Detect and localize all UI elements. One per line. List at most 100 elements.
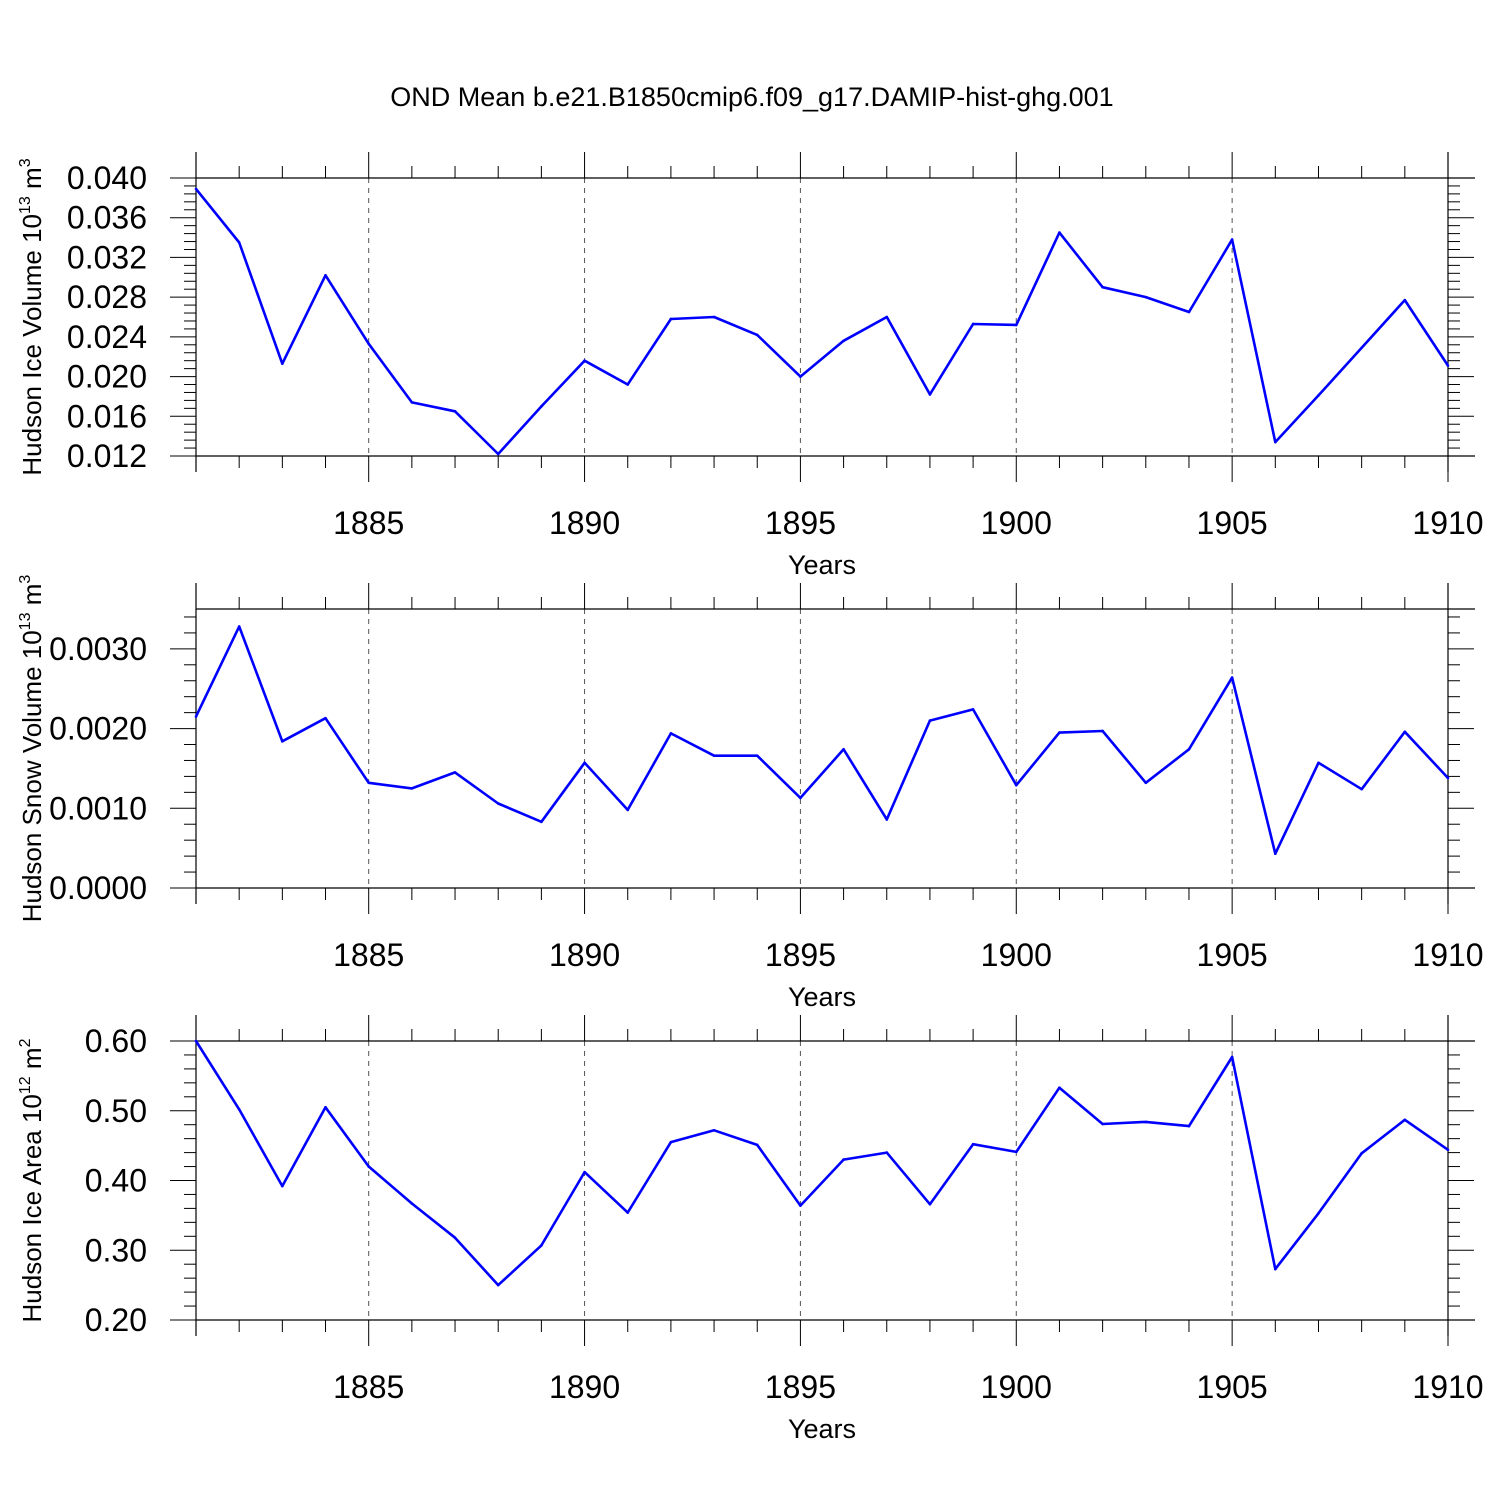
data-point: [626, 1211, 630, 1214]
y-axis-label-unit-exponent: 3: [17, 575, 34, 584]
x-tick-label: 1895: [765, 937, 836, 973]
y-axis-label-exponent: 13: [17, 612, 34, 630]
x-tick-label: 1890: [549, 937, 620, 973]
data-point: [1274, 1267, 1277, 1271]
data-point: [1230, 238, 1234, 241]
y-tick-label: 0.024: [67, 319, 147, 355]
data-point: [1317, 761, 1320, 765]
data-point: [1058, 1086, 1061, 1090]
y-axis-label-text: Hudson Snow Volume 10: [17, 630, 47, 922]
data-point: [496, 1283, 500, 1287]
data-point: [971, 708, 975, 711]
data-point: [1101, 1122, 1104, 1126]
data-point: [712, 754, 716, 757]
data-point: [885, 315, 889, 319]
data-point: [928, 719, 932, 722]
data-point: [237, 625, 241, 628]
data-point: [367, 781, 370, 785]
x-tick-label: 1895: [765, 1369, 836, 1405]
y-axis-label-unit-exponent: 3: [17, 158, 34, 167]
data-point: [971, 322, 975, 326]
y-axis-label-text: Hudson Ice Area 10: [17, 1094, 47, 1322]
data-point: [1274, 852, 1277, 856]
x-tick-label: 1910: [1412, 505, 1483, 541]
data-point: [885, 1151, 889, 1154]
data-point: [1144, 781, 1148, 785]
data-point: [1014, 323, 1018, 327]
data-point: [669, 1140, 673, 1144]
y-axis-label-unit: m: [17, 1047, 47, 1076]
data-point: [324, 1105, 327, 1109]
y-tick-label: 0.0030: [49, 631, 147, 667]
y-axis-label-exponent: 13: [17, 196, 34, 214]
y-axis-label-unit: m: [17, 167, 47, 196]
y-axis-label-unit-exponent: 2: [17, 1038, 34, 1047]
x-tick-label: 1890: [549, 505, 620, 541]
x-tick-label: 1900: [981, 1369, 1052, 1405]
y-tick-label: 0.50: [85, 1093, 147, 1129]
y-tick-label: 0.0010: [49, 790, 147, 826]
x-tick-label: 1895: [765, 505, 836, 541]
data-point: [755, 754, 759, 757]
data-point: [583, 359, 586, 362]
data-point: [1446, 1148, 1450, 1152]
data-point: [712, 315, 716, 319]
data-point: [755, 333, 759, 337]
data-point: [1274, 440, 1277, 444]
data-point: [1144, 1120, 1148, 1124]
y-tick-label: 0.30: [85, 1232, 147, 1268]
data-point: [1014, 783, 1018, 787]
data-point: [410, 1202, 414, 1205]
data-point: [281, 1184, 284, 1188]
data-point: [1403, 298, 1407, 302]
data-point: [1317, 394, 1320, 397]
data-point: [324, 274, 327, 277]
data-point: [1187, 310, 1191, 314]
data-point: [1144, 295, 1148, 299]
data-point: [367, 1165, 370, 1168]
data-point: [712, 1128, 716, 1132]
x-tick-label: 1885: [333, 505, 404, 541]
x-tick-label: 1885: [333, 1369, 404, 1405]
x-axis-label: Years: [788, 550, 856, 580]
y-axis-label-unit: m: [17, 584, 47, 613]
y-tick-label: 0.20: [85, 1302, 147, 1338]
data-point: [1101, 285, 1104, 289]
chart-title: OND Mean b.e21.B1850cmip6.f09_g17.DAMIP-…: [390, 82, 1113, 112]
data-point: [583, 1170, 586, 1174]
data-point: [1187, 747, 1191, 751]
y-tick-label: 0.032: [67, 239, 147, 275]
data-point: [1101, 729, 1104, 733]
data-point: [928, 1202, 932, 1206]
data-point: [1317, 1211, 1320, 1215]
data-point: [1014, 1150, 1018, 1154]
data-point: [755, 1143, 759, 1147]
x-tick-label: 1890: [549, 1369, 620, 1405]
data-point: [1360, 346, 1363, 350]
data-point: [842, 1158, 845, 1161]
y-tick-label: 0.012: [67, 438, 147, 474]
data-point: [583, 761, 586, 765]
data-point: [626, 383, 630, 386]
data-point: [1403, 1118, 1407, 1122]
data-point: [194, 187, 198, 191]
x-tick-label: 1900: [981, 937, 1052, 973]
y-tick-label: 0.036: [67, 200, 147, 236]
y-tick-label: 0.016: [67, 398, 147, 434]
data-point: [540, 820, 543, 824]
x-tick-label: 1910: [1412, 937, 1483, 973]
y-axis-label-exponent: 12: [17, 1076, 34, 1094]
data-point: [799, 796, 802, 800]
data-point: [281, 740, 284, 743]
data-point: [453, 410, 457, 413]
series-line: [194, 625, 1449, 856]
data-point: [496, 802, 500, 805]
data-point: [1230, 1055, 1234, 1059]
data-point: [799, 1204, 802, 1207]
data-point: [1446, 364, 1450, 367]
y-axis-label: Hudson Ice Volume 1013 m3: [17, 158, 47, 475]
x-tick-label: 1905: [1197, 1369, 1268, 1405]
data-point: [842, 339, 845, 343]
